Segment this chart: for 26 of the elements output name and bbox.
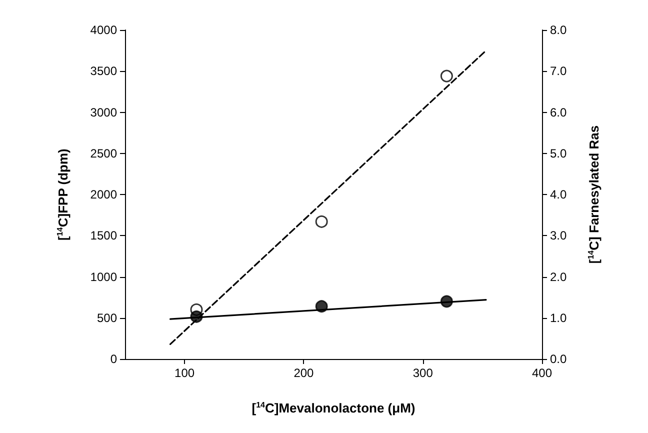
y2-tick-label: 3.0 <box>550 228 568 243</box>
y2-tick-label: 7.0 <box>550 64 568 78</box>
y2-tick-label: 2.0 <box>550 270 568 284</box>
y2-tick-label: 0.0 <box>550 352 568 366</box>
y-axis-title: [14C]FPP (dpm) <box>56 148 70 240</box>
x-tick-label: 200 <box>294 366 314 380</box>
y2-tick-label: 1.0 <box>550 310 568 325</box>
x-tick-label: 100 <box>174 366 195 380</box>
y-tick-label: 2000 <box>90 188 118 202</box>
y-tick-label: 2500 <box>90 146 118 160</box>
y2-tick-label: 8.0 <box>550 23 568 37</box>
y2-axis-title: [14C] Farnesylated Ras <box>586 125 602 264</box>
y2-tick-label: 6.0 <box>550 105 568 120</box>
x-tick-label: 400 <box>532 366 552 380</box>
point <box>440 70 453 82</box>
x-tick-label: 300 <box>412 366 434 380</box>
y2-tick-label: 5.0 <box>550 146 568 160</box>
y-tick-label: 0 <box>110 352 118 366</box>
y-tick-label: 1500 <box>90 228 118 243</box>
y-tick-label: 500 <box>96 310 118 325</box>
y-tick-label: 1000 <box>90 270 118 284</box>
y-tick-label: 4000 <box>90 23 118 37</box>
y2-tick-label: 4.0 <box>550 188 568 202</box>
y-tick-label: 3000 <box>90 105 118 120</box>
y-tick-label: 3500 <box>90 64 118 78</box>
point <box>315 215 328 228</box>
